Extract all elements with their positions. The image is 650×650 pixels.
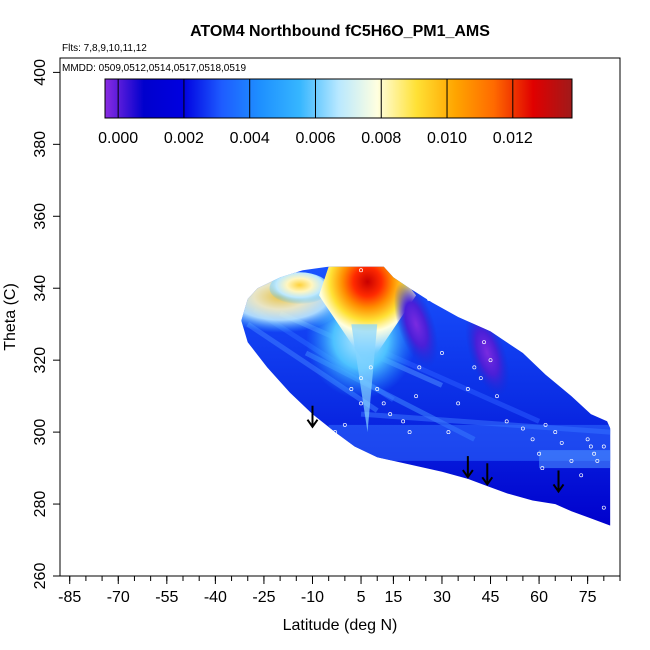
sample-point: [543, 422, 548, 427]
dates-note: MMDD: 0509,0512,0514,0517,0518,0519: [62, 63, 246, 74]
sample-point: [381, 401, 386, 406]
sample-point: [585, 437, 590, 442]
sample-point: [595, 458, 600, 463]
arrow-marker: [462, 456, 474, 479]
y-tick-label: 320: [32, 347, 49, 374]
sample-point: [342, 422, 347, 427]
sample-point: [569, 458, 574, 463]
y-tick-label: 280: [32, 491, 49, 518]
sample-point: [488, 358, 493, 363]
sample-point: [530, 437, 535, 442]
y-tick-label: 260: [32, 563, 49, 590]
sample-point: [359, 401, 363, 406]
sample-point: [482, 340, 486, 345]
arrow-marker: [306, 405, 319, 429]
sample-point: [472, 365, 477, 370]
x-tick-label: -25: [252, 589, 275, 606]
x-tick-label: 30: [433, 589, 451, 606]
colorbar: 0.000 0.002 0.004 0.006 0.008 0.010 0.012: [98, 78, 573, 147]
colorbar-tick-label: 0.000: [98, 130, 138, 147]
sample-point: [349, 386, 354, 391]
colorbar-tick-label: 0.010: [427, 130, 467, 147]
sample-point: [388, 412, 393, 417]
plot-frame: [59, 57, 621, 577]
sample-point: [333, 430, 338, 435]
sample-point: [375, 386, 380, 391]
sample-point: [540, 466, 545, 471]
sample-point: [520, 426, 525, 431]
sample-point: [579, 473, 584, 478]
colorbar-tick-label: 0.004: [230, 130, 270, 147]
x-tick-label: -40: [204, 589, 227, 606]
arrow-marker: [481, 463, 494, 486]
sample-point: [414, 394, 419, 399]
y-tick-label: 300: [32, 419, 49, 446]
sample-point: [359, 268, 363, 273]
colorbar-tick-label: 0.002: [164, 130, 204, 147]
y-tick-label: 400: [32, 59, 49, 86]
arrow-marker: [552, 470, 565, 494]
flight-arrows: [306, 405, 565, 494]
flights-note: Flts: 7,8,9,10,11,12: [62, 43, 147, 54]
x-tick-label: 60: [530, 589, 548, 606]
x-axis-label: Latitude (deg N): [283, 617, 398, 634]
x-tick-label: -70: [107, 589, 130, 606]
colorbar-scale: [104, 78, 573, 119]
y-tick-label: 340: [32, 275, 49, 302]
sample-point: [417, 365, 422, 370]
sample-point: [588, 444, 593, 449]
sample-point: [601, 444, 606, 449]
sample-point: [407, 430, 412, 435]
sample-point: [456, 401, 461, 406]
sample-point: [465, 386, 470, 391]
y-tick-label: 380: [32, 131, 49, 158]
sample-point: [368, 365, 373, 370]
sample-point: [592, 451, 597, 456]
sample-point: [427, 297, 431, 301]
sample-point: [495, 394, 499, 399]
x-tick-label: -85: [58, 589, 81, 606]
colorbar-tick-label: 0.008: [361, 130, 401, 147]
y-axis: 260 280 300 320 340 360 380 400: [32, 59, 60, 589]
x-tick-label: -55: [155, 589, 178, 606]
y-tick-label: 360: [32, 203, 49, 230]
x-tick-label: 5: [357, 589, 366, 606]
y-axis-label: Theta (C): [2, 283, 19, 351]
x-tick-label: 15: [385, 589, 403, 606]
sample-point: [559, 440, 564, 445]
sample-point: [359, 376, 363, 381]
chart-title: ATOM4 Northbound fC5H6O_PM1_AMS: [190, 23, 490, 40]
x-tick-label: 75: [579, 589, 597, 606]
colorbar-tick-label: 0.012: [493, 130, 533, 147]
sample-point: [446, 430, 451, 435]
sample-point: [537, 451, 542, 456]
x-axis: -85 -70 -55 -40 -25 -10 5 15 30 45 60 75: [58, 576, 621, 606]
sample-point: [401, 419, 406, 424]
sample-point: [478, 376, 483, 381]
colorbar-tick-label: 0.006: [295, 130, 335, 147]
sample-point: [601, 505, 606, 510]
sample-points: [333, 268, 606, 510]
x-tick-label: 45: [482, 589, 500, 606]
sample-point: [553, 430, 558, 435]
x-tick-label: -10: [301, 589, 324, 606]
sample-point: [504, 419, 509, 424]
sample-point: [440, 351, 444, 355]
